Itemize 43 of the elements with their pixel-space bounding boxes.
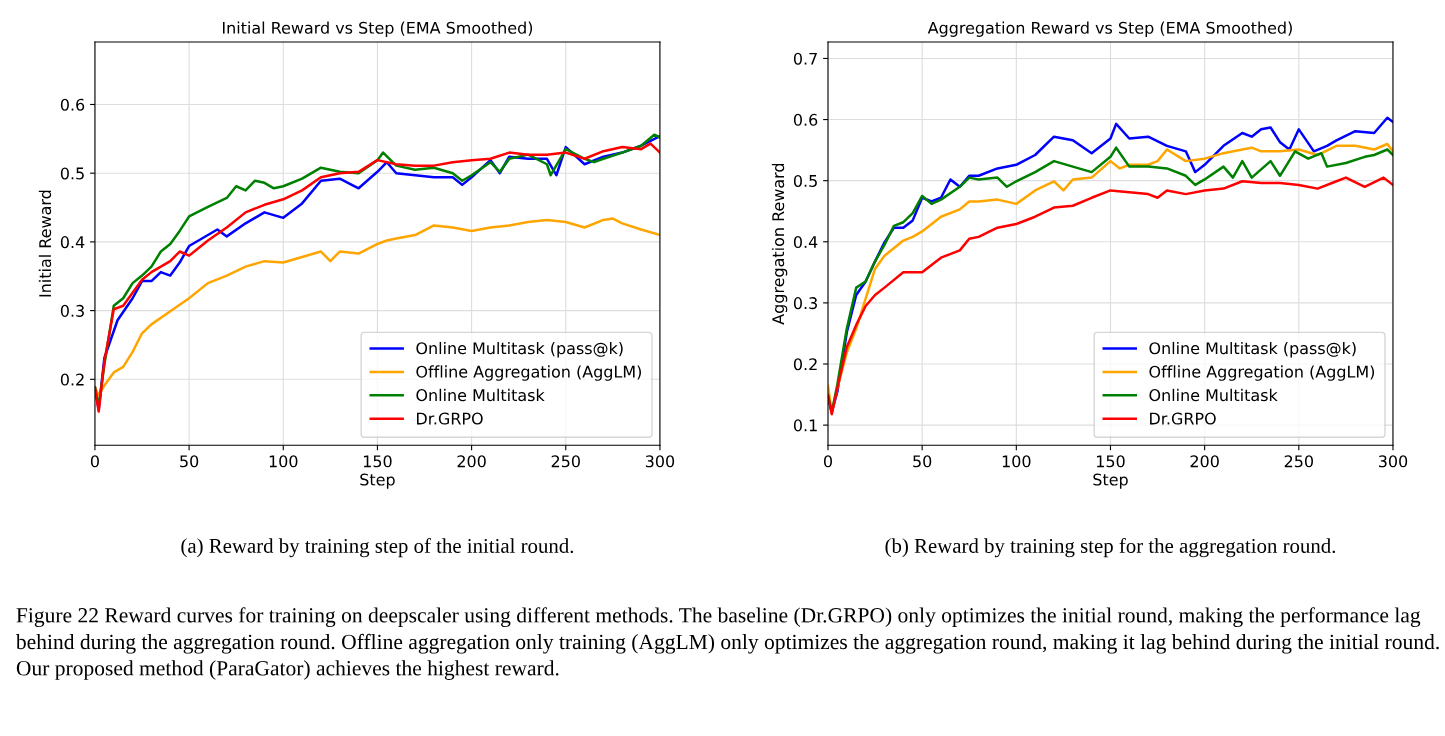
x-tick-label: 0	[90, 455, 99, 468]
legend-label: Online Multitask (pass@k)	[1149, 341, 1356, 358]
x-tick-label: 100	[269, 455, 298, 468]
legend-label: Offline Aggregation (AggLM)	[1149, 365, 1375, 381]
y-tick-label: 0.2	[793, 358, 817, 371]
text: (a) Reward by training step of the initial round.	[181, 538, 574, 558]
y-tick-label: 0.3	[793, 297, 817, 310]
y-tick-label: 0.2	[60, 373, 84, 386]
text: (b) Reward by training step for the aggregation round.	[885, 538, 1336, 558]
chart-title: Aggregation Reward vs Step (EMA Smoothed)	[927, 21, 1292, 37]
y-tick-label: 0.3	[60, 304, 84, 317]
x-tick-label: 250	[551, 455, 580, 468]
legend-label: Online Multitask	[416, 388, 545, 402]
legend-label: Offline Aggregation (AggLM)	[416, 365, 641, 381]
y-tick-label: 0.7	[793, 52, 817, 65]
x-axis-title: Step	[1093, 473, 1128, 489]
chart-title: Initial Reward vs Step (EMA Smoothed)	[222, 21, 533, 37]
x-tick-label: 250	[1284, 455, 1313, 468]
x-tick-label: 100	[1002, 455, 1031, 468]
x-tick-label: 50	[180, 455, 199, 468]
y-tick-label: 0.5	[793, 174, 817, 187]
legend-label: Dr.GRPO	[1150, 412, 1216, 425]
y-tick-label: 0.5	[60, 167, 84, 180]
caption: Figure 22 Reward curves for training on deepscaler using different methods. The baseline (Dr.GRPO) only optimizes the initial round, making the performance lag behind during the aggregation round. Offline aggregation only training (AggLM) only optimizes the aggregation round, making it lag behind during the initial round. Our proposed method (ParaGator) achieves the highest reward.	[15, 607, 1439, 680]
x-tick-label: 300	[1378, 455, 1408, 468]
y-tick-label: 0.4	[60, 236, 85, 249]
y-tick-label: 0.6	[793, 113, 818, 126]
y-tick-label: 0.6	[60, 98, 85, 111]
x-tick-label: 0	[823, 455, 833, 468]
legend-label: Online Multitask	[1149, 388, 1278, 402]
legend-label: Online Multitask (pass@k)	[416, 341, 623, 358]
y-axis-title: Initial Reward	[38, 190, 52, 297]
x-tick-label: 150	[1096, 455, 1125, 468]
y-tick-label: 0.4	[793, 236, 818, 249]
legend-label: Dr.GRPO	[417, 412, 483, 425]
y-tick-label: 0.1	[793, 419, 817, 432]
x-tick-label: 50	[913, 455, 932, 468]
x-axis-title: Step	[360, 473, 395, 489]
x-tick-label: 300	[645, 455, 675, 468]
x-tick-label: 200	[1190, 455, 1219, 468]
x-tick-label: 200	[457, 455, 486, 468]
y-axis-title: Aggregation Reward	[771, 163, 788, 325]
x-tick-label: 150	[363, 455, 392, 468]
